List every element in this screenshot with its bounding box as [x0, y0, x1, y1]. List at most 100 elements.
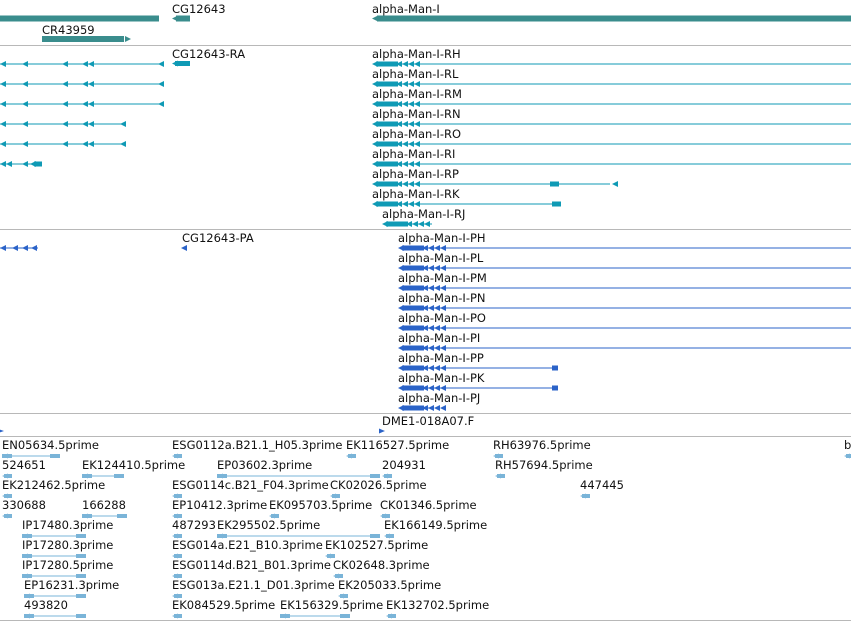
est-arrow-32[interactable] [24, 613, 30, 619]
transcript-label-7[interactable]: alpha-Man-I-RK [372, 187, 460, 201]
est-arrow-8[interactable] [382, 473, 388, 479]
transcript-isoform-feature-1-strand-arrow-1[interactable] [372, 81, 378, 87]
left-transcript-3-arrow-2[interactable] [62, 121, 68, 127]
left-transcript-2-arrow-4[interactable] [88, 101, 94, 107]
transcript-isoform-feature-5-exon[interactable] [376, 161, 398, 167]
gene-bar-left[interactable] [0, 15, 159, 22]
transcript-label-1[interactable]: alpha-Man-I-RL [372, 67, 459, 81]
est-arrow-35[interactable] [386, 613, 392, 619]
transcript-isoform-feature-5-strand-arrow-1[interactable] [372, 161, 378, 167]
est-label-25[interactable]: EK102527.5prime [325, 538, 428, 552]
transcript-isoform-feature-8-exon[interactable] [386, 221, 408, 227]
est-exon-b-26[interactable] [76, 574, 86, 578]
est-label-18[interactable]: CK01346.5prime [380, 498, 477, 512]
est-arrow-24[interactable] [172, 553, 178, 559]
transcript-isoform-6-exon-2[interactable] [550, 181, 559, 187]
est-label-19[interactable]: IP17480.3prime [22, 518, 113, 532]
est-arrow-27[interactable] [172, 573, 178, 579]
est-label-24[interactable]: ESG014a.E21_B10.3prime [172, 538, 323, 552]
protein-isoform-feature-4-exon[interactable] [402, 325, 424, 331]
est-arrow-28[interactable] [333, 573, 339, 579]
est-arrow-6[interactable] [82, 473, 88, 479]
est-label-7[interactable]: EP03602.3prime [217, 458, 312, 472]
est-arrow-23[interactable] [22, 553, 28, 559]
protein-label-7[interactable]: alpha-Man-I-PK [398, 371, 485, 385]
protein-isoform-feature-6-exon[interactable] [402, 365, 424, 371]
protein-label-5[interactable]: alpha-Man-I-PI [398, 331, 480, 345]
transcript-isoform-feature-1-exon[interactable] [376, 81, 398, 87]
transcript-isoform-feature-6-exon[interactable] [376, 181, 398, 187]
transcript-label-4[interactable]: alpha-Man-I-RO [372, 127, 461, 141]
transcript-isoform-feature-7-strand-arrow-1[interactable] [372, 201, 378, 207]
est-arrow-15[interactable] [82, 513, 88, 519]
left-transcript-2-arrow-1[interactable] [22, 101, 28, 107]
est-arrow-5[interactable] [2, 473, 8, 479]
left-transcript-1-arrow-0[interactable] [0, 81, 6, 87]
left-transcript-4-arrow-5[interactable] [120, 141, 126, 147]
left-transcript-0-arrow-1[interactable] [22, 61, 28, 67]
left-transcript-1-arrow-2[interactable] [62, 81, 68, 87]
gene-cr43959-arrow[interactable] [125, 36, 131, 42]
protein-isoform-feature-3-exon[interactable] [402, 305, 424, 311]
left-transcript-0-arrow-4[interactable] [88, 61, 94, 67]
gene-label-cg12643[interactable]: CG12643 [172, 2, 226, 16]
left-transcript-3-arrow-1[interactable] [22, 121, 28, 127]
est-label-30[interactable]: ESG013a.E21.1_D01.3prime [172, 578, 335, 592]
transcript-isoform-feature-4-strand-arrow-1[interactable] [372, 141, 378, 147]
transcript-label-0[interactable]: alpha-Man-I-RH [372, 47, 461, 61]
left-transcript-2-arrow-2[interactable] [62, 101, 68, 107]
est-label-16[interactable]: EP10412.3prime [172, 498, 267, 512]
protein-label-1[interactable]: alpha-Man-I-PL [398, 251, 484, 265]
left-transcript-4-arrow-1[interactable] [22, 141, 28, 147]
est-label-33[interactable]: EK084529.5prime [172, 598, 275, 612]
protein-label-2[interactable]: alpha-Man-I-PM [398, 271, 487, 285]
est-arrow-21[interactable] [217, 533, 223, 539]
est-label-3[interactable]: RH63976.5prime [493, 438, 591, 452]
est-arrow-29[interactable] [24, 593, 30, 599]
est-label-8[interactable]: 204931 [382, 458, 426, 472]
est-label-28[interactable]: CK02648.3prime [333, 558, 430, 572]
left-transcript-0-arrow-3[interactable] [82, 61, 88, 67]
est-arrow-13[interactable] [580, 493, 586, 499]
est-label-0[interactable]: EN05634.5prime [2, 438, 99, 452]
protein-label-0[interactable]: alpha-Man-I-PH [398, 231, 486, 245]
est-exon-b-32[interactable] [76, 614, 86, 618]
left-transcript-0-arrow-0[interactable] [0, 61, 6, 67]
protein-isoform-feature-2-strand-arrow-1[interactable] [398, 285, 404, 291]
left-transcript-4-arrow-3[interactable] [82, 141, 88, 147]
transcript-isoform-feature-3-exon[interactable] [376, 121, 398, 127]
est-arrow-34[interactable] [280, 613, 286, 619]
transcript-isoform-6-end-arrow[interactable] [612, 181, 618, 187]
transcript-isoform-feature-8-strand-arrow-1[interactable] [382, 221, 388, 227]
probe-arrow[interactable] [379, 428, 385, 434]
transcript-cg12643-ra-exon[interactable] [175, 61, 190, 66]
protein-isoform-feature-2-exon[interactable] [402, 285, 424, 291]
protein-label-cg12643-pa[interactable]: CG12643-PA [182, 231, 254, 245]
protein-isoform-feature-4-strand-arrow-1[interactable] [398, 325, 404, 331]
est-label-14[interactable]: 330688 [2, 498, 46, 512]
est-label-20[interactable]: 487293 [172, 518, 216, 532]
est-arrow-20[interactable] [172, 533, 178, 539]
est-label-17[interactable]: EK095703.5prime [269, 498, 372, 512]
left-transcript-5-arrow-2[interactable] [22, 161, 28, 167]
est-label-10[interactable]: EK212462.5prime [2, 478, 105, 492]
est-label-6[interactable]: EK124410.5prime [82, 458, 185, 472]
est-label-2[interactable]: EK116527.5prime [346, 438, 449, 452]
est-label-15[interactable]: 166288 [82, 498, 126, 512]
est-label-26[interactable]: IP17280.5prime [22, 558, 113, 572]
est-exon-b-19[interactable] [76, 534, 86, 538]
left-transcript-2-arrow-3[interactable] [82, 101, 88, 107]
est-arrow-1[interactable] [172, 453, 178, 459]
est-label-35[interactable]: EK132702.5prime [386, 598, 489, 612]
est-arrow-14[interactable] [2, 513, 8, 519]
transcript-isoform-feature-3-strand-arrow-1[interactable] [372, 121, 378, 127]
left-transcript-4-arrow-2[interactable] [62, 141, 68, 147]
est-label-5[interactable]: 524651 [2, 458, 46, 472]
protein-label-8[interactable]: alpha-Man-I-PJ [398, 391, 480, 405]
est-arrow-31[interactable] [338, 593, 344, 599]
protein-isoform-feature-0-strand-arrow-1[interactable] [398, 245, 404, 251]
protein-cg12643-pa-arrow[interactable] [181, 245, 187, 251]
protein-isoform-feature-5-strand-arrow-1[interactable] [398, 345, 404, 351]
left-transcript-2-arrow-5[interactable] [158, 101, 164, 107]
protein-label-6[interactable]: alpha-Man-I-PP [398, 351, 484, 365]
